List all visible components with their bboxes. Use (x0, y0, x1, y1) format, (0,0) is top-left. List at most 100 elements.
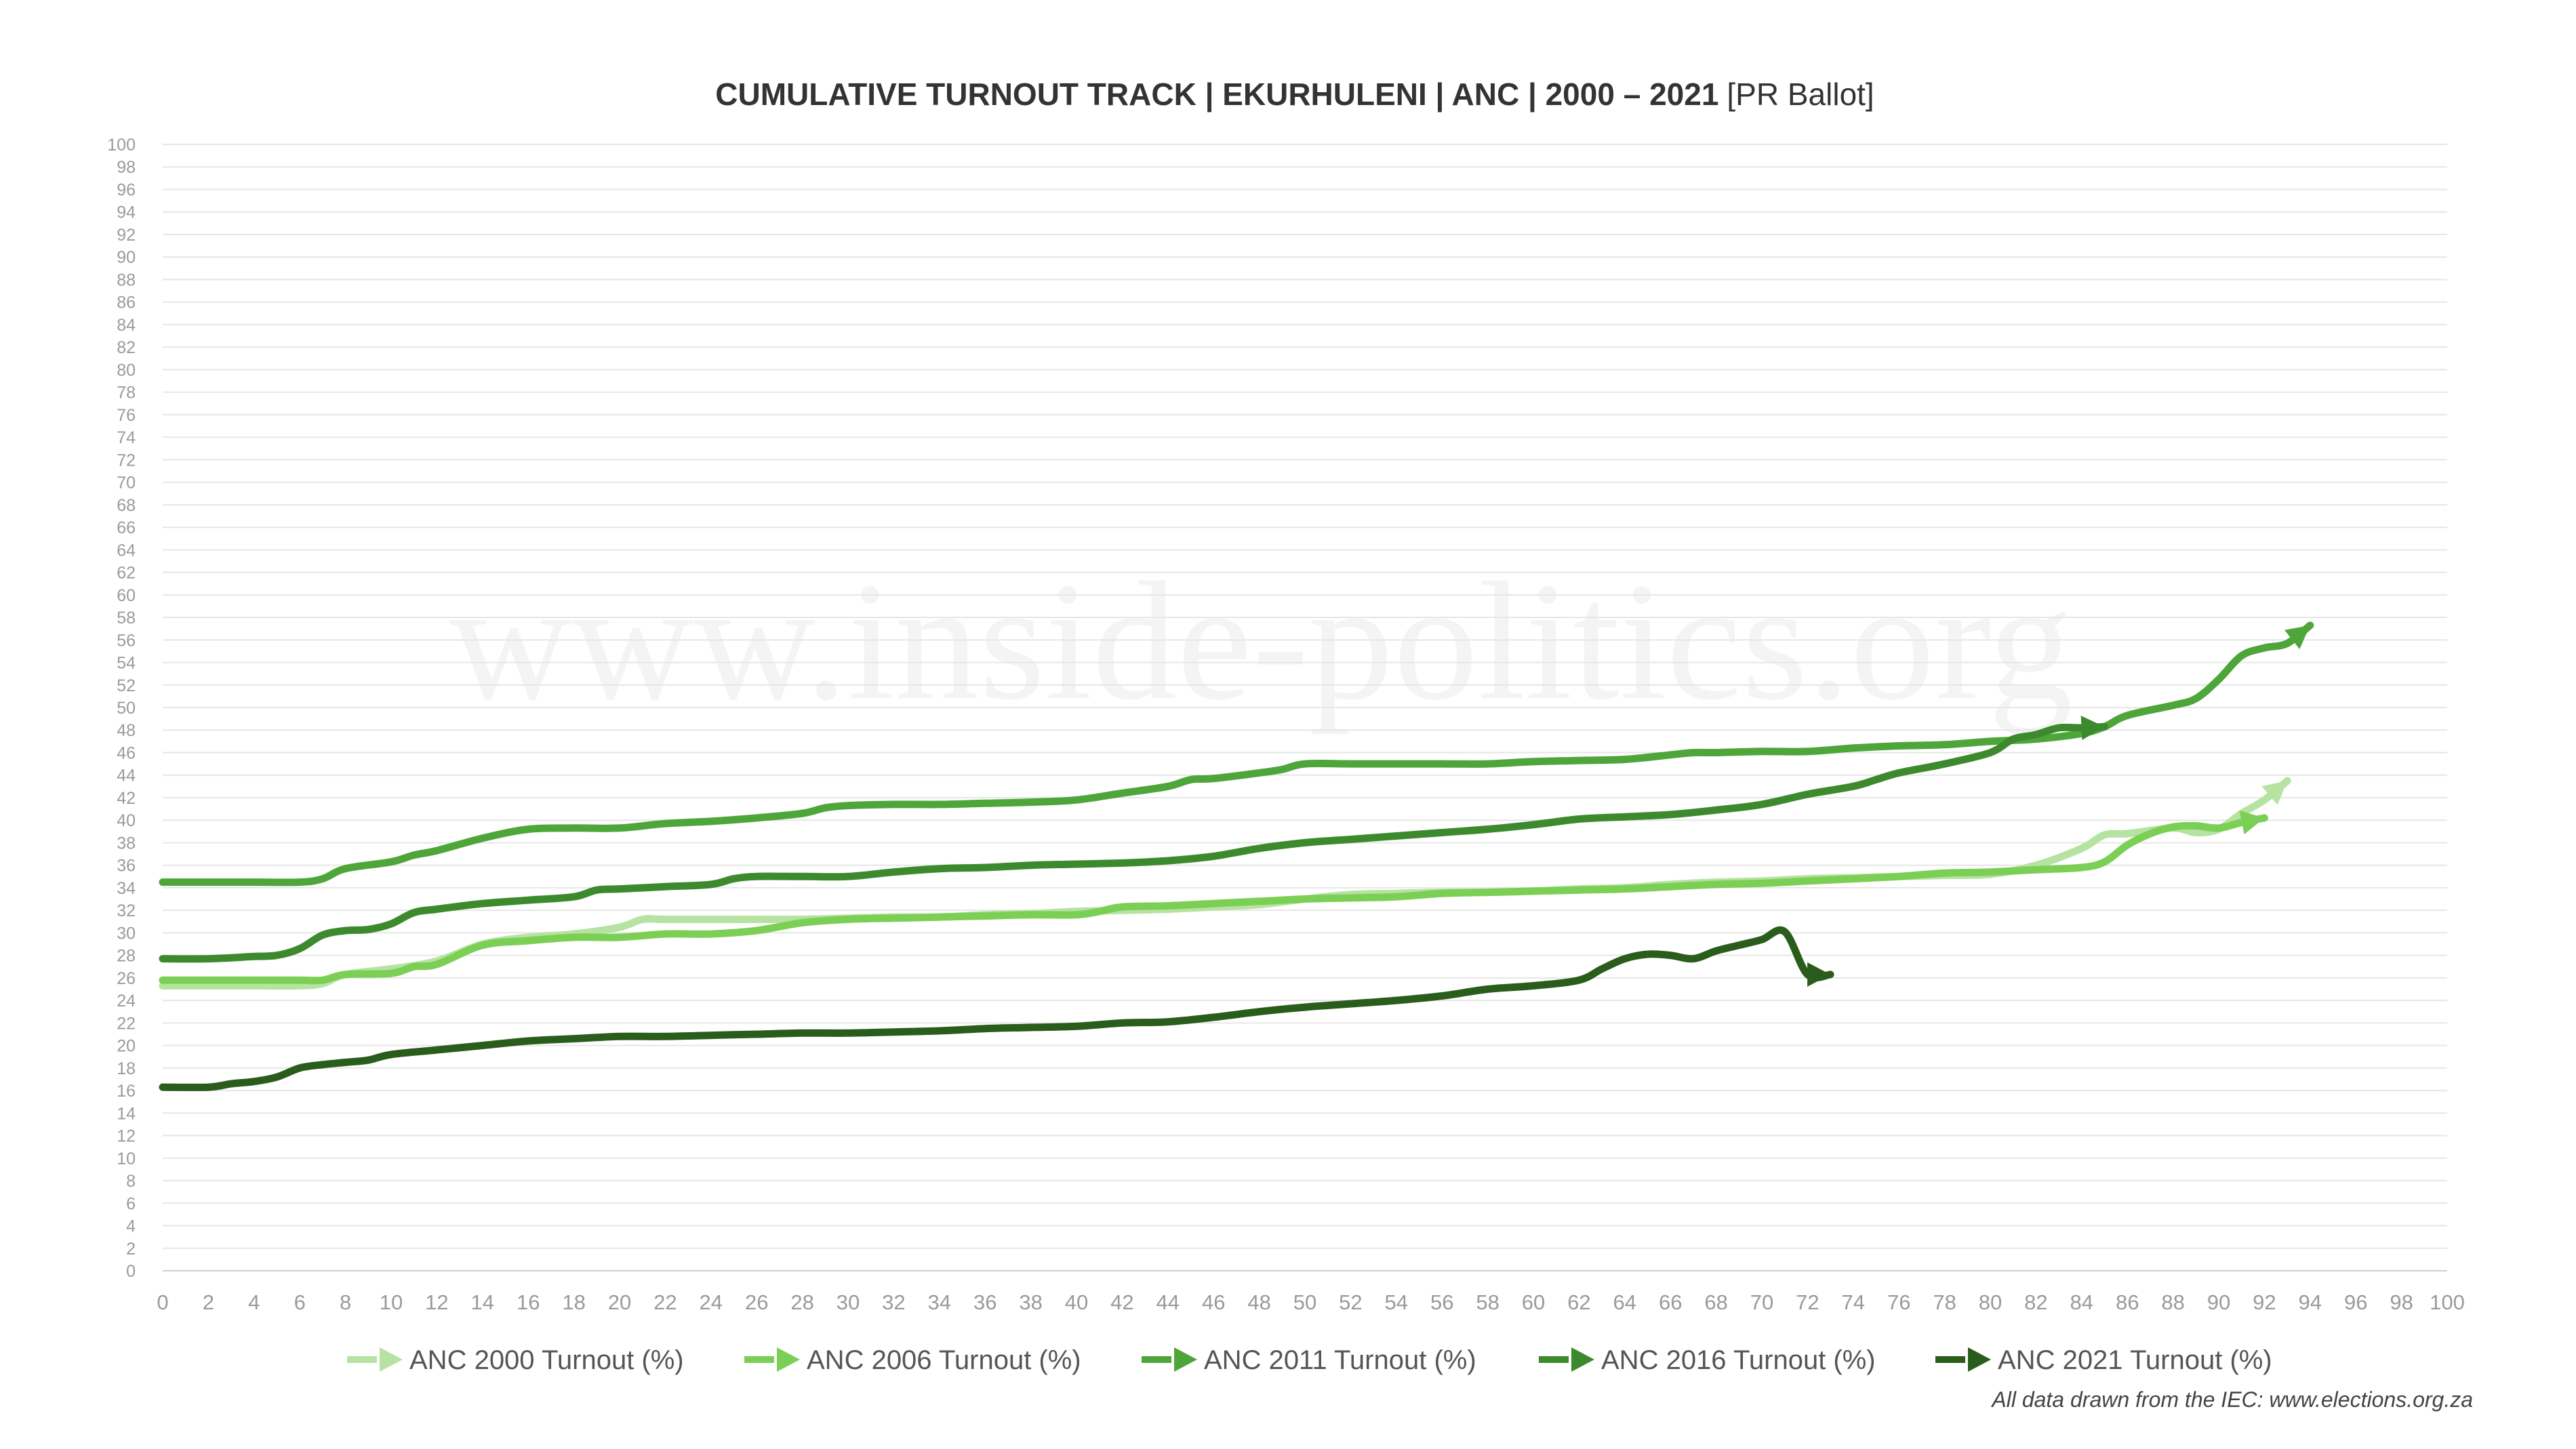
x-tick-label: 98 (2390, 1290, 2413, 1314)
x-tick-label: 48 (1247, 1290, 1270, 1314)
x-tick-label: 12 (425, 1290, 448, 1314)
y-tick-label: 2 (126, 1240, 136, 1259)
y-tick-label: 32 (117, 901, 136, 920)
y-tick-label: 18 (117, 1059, 136, 1078)
y-tick-label: 4 (126, 1217, 136, 1236)
gridlines (163, 144, 2447, 1271)
y-tick-label: 72 (117, 451, 136, 470)
x-tick-label: 34 (928, 1290, 951, 1314)
x-axis-ticks: 0 2 4 6 8 10 12 14 16 18 20 22 24 26 28 30 32 34 36 38 40 42 4… (157, 1290, 2464, 1314)
legend-item: ANC 2016 Turnout (%) (1539, 1345, 1876, 1375)
y-tick-label: 98 (117, 158, 136, 177)
x-tick-label: 52 (1339, 1290, 1362, 1314)
y-tick-label: 88 (117, 270, 136, 289)
x-tick-label: 84 (2070, 1290, 2093, 1314)
x-tick-label: 50 (1293, 1290, 1316, 1314)
y-tick-label: 48 (117, 721, 136, 740)
x-tick-label: 18 (562, 1290, 585, 1314)
legend-label: ANC 2021 Turnout (%) (1998, 1345, 2272, 1375)
y-tick-label: 44 (117, 767, 136, 785)
series-end-arrow-1 (2239, 810, 2265, 835)
legend-arrow-icon (1571, 1347, 1594, 1372)
x-tick-label: 44 (1156, 1290, 1180, 1314)
y-tick-label: 68 (117, 496, 136, 515)
x-tick-label: 2 (203, 1290, 214, 1314)
x-tick-label: 90 (2207, 1290, 2230, 1314)
x-tick-label: 74 (1842, 1290, 1865, 1314)
x-tick-label: 40 (1065, 1290, 1088, 1314)
y-tick-label: 12 (117, 1127, 136, 1146)
x-tick-label: 16 (517, 1290, 540, 1314)
y-tick-label: 26 (117, 969, 136, 988)
x-tick-label: 36 (973, 1290, 997, 1314)
y-tick-label: 84 (117, 316, 136, 335)
legend-label: ANC 2011 Turnout (%) (1204, 1345, 1476, 1375)
series-line-4 (159, 926, 1834, 1091)
x-tick-label: 92 (2253, 1290, 2276, 1314)
y-tick-label: 60 (117, 586, 136, 605)
series-lines (159, 621, 2314, 1091)
y-tick-label: 94 (117, 203, 136, 222)
y-tick-label: 30 (117, 924, 136, 943)
x-tick-label: 72 (1796, 1290, 1819, 1314)
legend-arrow-icon (777, 1347, 800, 1372)
y-tick-label: 66 (117, 518, 136, 537)
y-tick-label: 0 (126, 1262, 136, 1281)
y-tick-label: 96 (117, 180, 136, 199)
y-tick-label: 90 (117, 248, 136, 267)
y-tick-label: 56 (117, 631, 136, 650)
x-tick-label: 6 (294, 1290, 306, 1314)
x-tick-label: 68 (1704, 1290, 1727, 1314)
y-tick-label: 20 (117, 1037, 136, 1056)
x-tick-label: 66 (1659, 1290, 1682, 1314)
y-tick-label: 86 (117, 293, 136, 312)
chart-title: CUMULATIVE TURNOUT TRACK | EKURHULENI | … (715, 77, 1874, 112)
series-line-3 (159, 722, 2108, 963)
x-tick-label: 0 (157, 1290, 168, 1314)
y-tick-label: 76 (117, 406, 136, 425)
y-tick-label: 62 (117, 564, 136, 583)
x-tick-label: 64 (1613, 1290, 1636, 1314)
y-tick-label: 38 (117, 834, 136, 853)
x-tick-label: 8 (340, 1290, 351, 1314)
x-tick-label: 38 (1019, 1290, 1042, 1314)
x-tick-label: 32 (882, 1290, 905, 1314)
y-tick-label: 92 (117, 226, 136, 245)
chart-title-main: CUMULATIVE TURNOUT TRACK | EKURHULENI | … (715, 77, 1718, 112)
x-tick-label: 76 (1887, 1290, 1910, 1314)
legend-arrow-icon (380, 1347, 403, 1372)
y-tick-label: 36 (117, 857, 136, 876)
x-tick-label: 56 (1430, 1290, 1453, 1314)
y-tick-label: 22 (117, 1014, 136, 1033)
x-tick-label: 100 (2430, 1290, 2465, 1314)
y-tick-label: 14 (117, 1104, 136, 1123)
y-tick-label: 34 (117, 879, 136, 898)
y-tick-label: 54 (117, 654, 136, 673)
series-end-arrow-4 (1807, 962, 1831, 987)
x-tick-label: 86 (2116, 1290, 2139, 1314)
legend-item: ANC 2000 Turnout (%) (347, 1345, 684, 1375)
legend-item: ANC 2021 Turnout (%) (1935, 1345, 2272, 1375)
legend-label: ANC 2000 Turnout (%) (409, 1345, 684, 1375)
x-tick-label: 22 (653, 1290, 677, 1314)
series-line-1 (159, 814, 2268, 985)
x-tick-label: 80 (1979, 1290, 2002, 1314)
x-tick-label: 78 (1933, 1290, 1956, 1314)
y-tick-label: 10 (117, 1149, 136, 1168)
y-tick-label: 64 (117, 541, 136, 560)
x-tick-label: 94 (2299, 1290, 2322, 1314)
y-tick-label: 52 (117, 676, 136, 695)
x-tick-label: 10 (380, 1290, 403, 1314)
y-tick-label: 74 (117, 428, 136, 447)
y-tick-label: 40 (117, 811, 136, 830)
chart-subtitle: [PR Ballot] (1727, 77, 1874, 112)
x-tick-label: 26 (745, 1290, 768, 1314)
y-tick-label: 42 (117, 789, 136, 808)
series-end-arrow-2 (2284, 625, 2310, 649)
legend: ANC 2000 Turnout (%) ANC 2006 Turnout (%)… (347, 1345, 2272, 1375)
y-tick-label: 16 (117, 1082, 136, 1101)
y-axis-ticks: 0246810121416182022242628303234363840424… (107, 136, 136, 1281)
x-tick-label: 82 (2024, 1290, 2047, 1314)
y-tick-label: 58 (117, 609, 136, 628)
